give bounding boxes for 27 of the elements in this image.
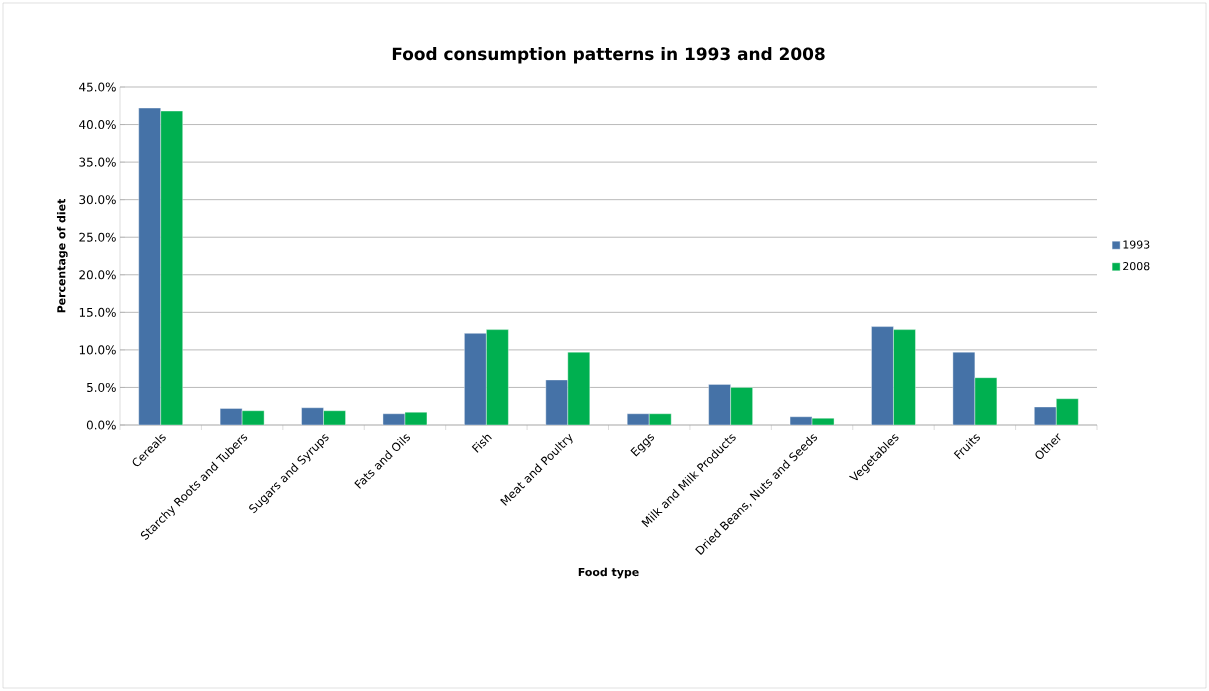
bar <box>464 333 487 425</box>
legend-label: 2008 <box>1123 261 1150 271</box>
y-axis-title: Percentage of diet <box>56 198 68 313</box>
bar <box>545 379 568 425</box>
bar <box>486 329 509 425</box>
y-tick-label: 40.0% <box>79 120 116 130</box>
legend-label: 1993 <box>1123 240 1150 249</box>
y-tick-label: 10.0% <box>79 345 116 355</box>
y-tick-label: 25.0% <box>79 232 116 242</box>
y-tick-label: 30.0% <box>79 195 116 205</box>
y-tick-label: 15.0% <box>79 307 116 317</box>
x-tick-label: Fish <box>471 434 492 453</box>
y-tick-label: 35.0% <box>79 157 116 167</box>
bar <box>893 329 916 425</box>
y-tick-label: 20.0% <box>79 270 116 280</box>
bar <box>138 107 161 425</box>
bar <box>708 384 731 425</box>
y-tick-label: 45.0% <box>79 82 116 92</box>
bar <box>567 351 590 425</box>
y-tick-label: 0.0% <box>86 420 116 430</box>
bar <box>730 387 753 425</box>
x-axis-title: Food type <box>578 567 639 579</box>
bar <box>871 326 894 425</box>
chart-title: Food consumption patterns in 1993 and 2008 <box>392 47 825 64</box>
bar <box>160 110 183 425</box>
y-tick-label: 5.0% <box>87 382 116 392</box>
bar <box>1056 398 1079 425</box>
